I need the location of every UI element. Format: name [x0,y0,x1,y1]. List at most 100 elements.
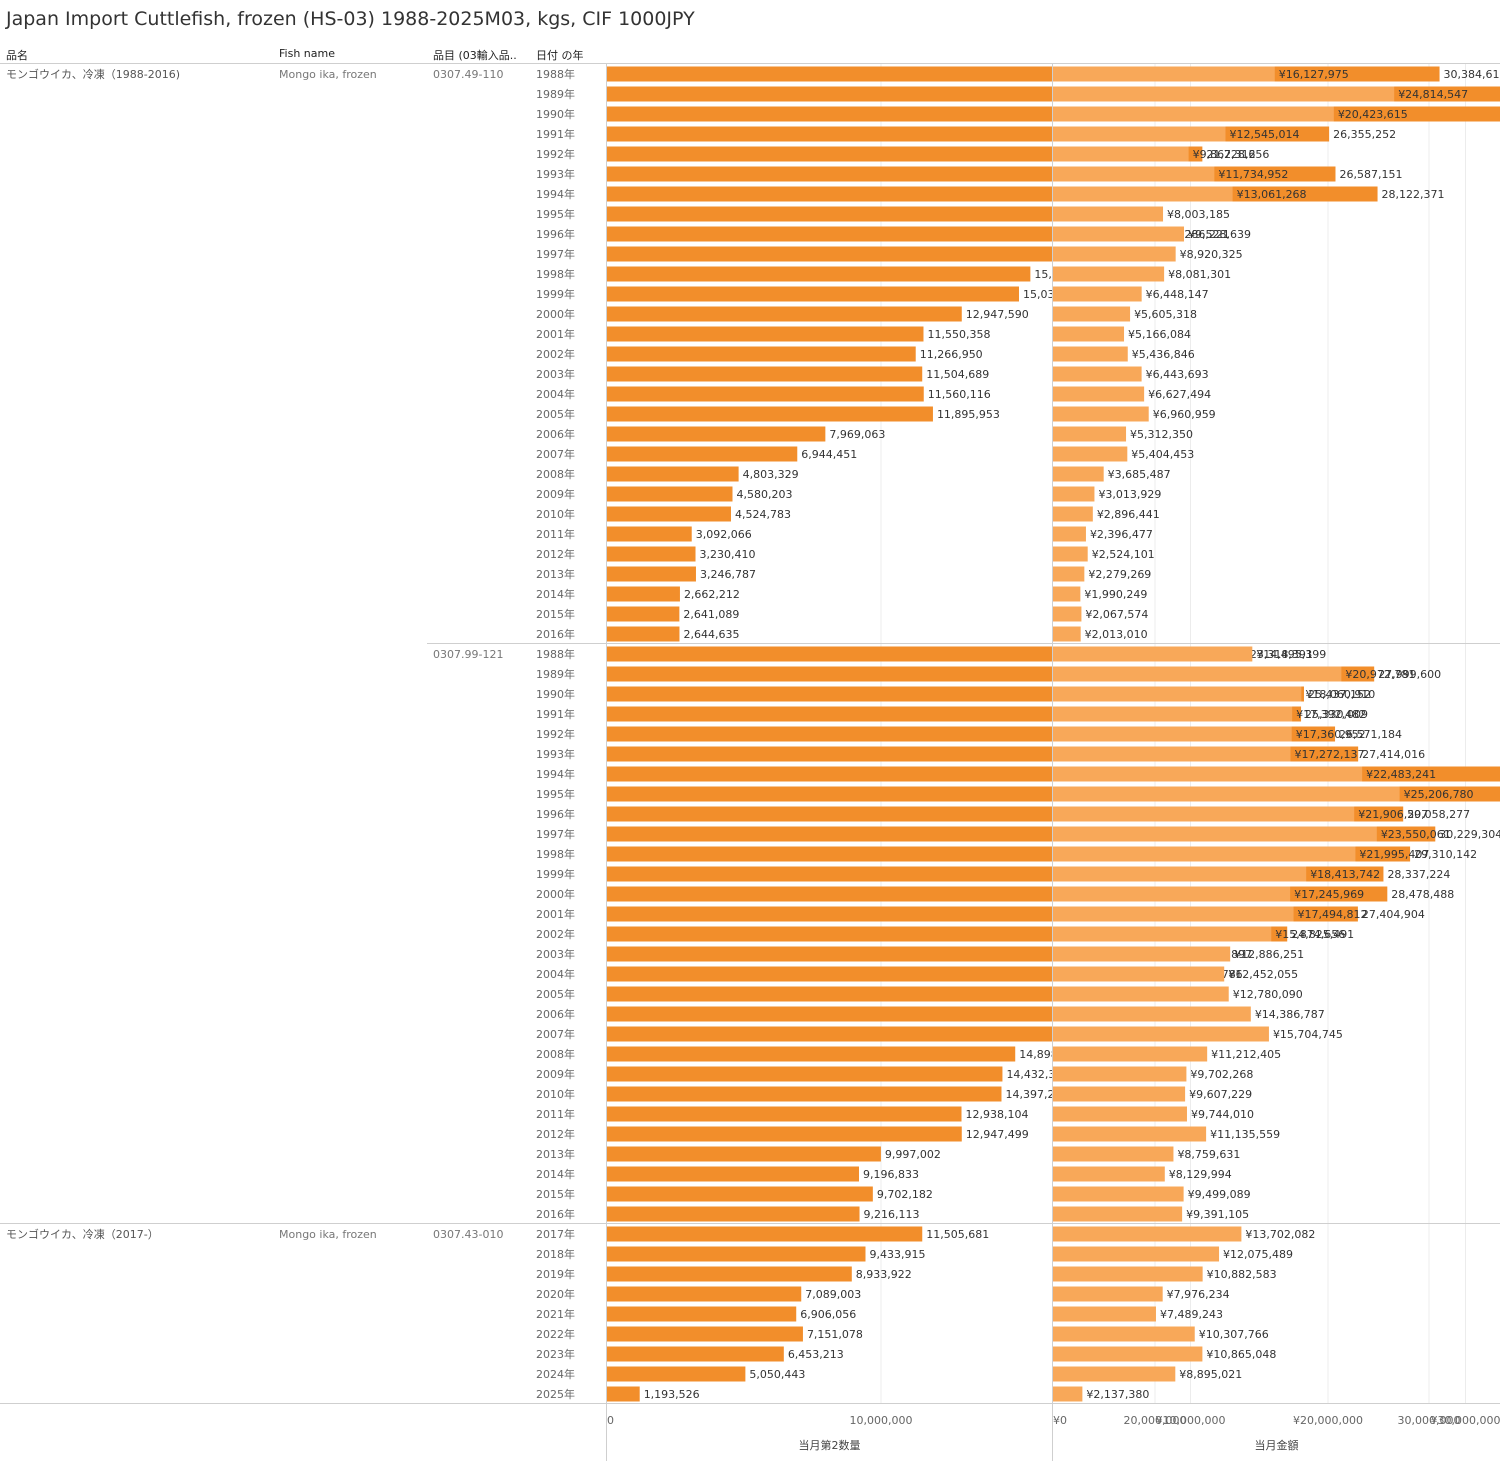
bar-label-val: ¥17,245,969 [1294,888,1364,901]
bar-val [1053,946,1231,962]
bar-val [1053,306,1131,322]
bar-qty [607,946,1186,962]
year-label: 2000年 [536,307,575,321]
bar-label-qty: 3,092,066 [696,528,752,541]
group-item-code: 0307.43-010 [433,1228,503,1241]
bar-qty [607,586,680,602]
bar-label-val: ¥21,995,407 [1359,848,1429,861]
year-label: 2020年 [536,1287,575,1301]
year-label: 2002年 [536,927,575,941]
bar-label-val: ¥21,906,507 [1358,808,1428,821]
bar-label-val: ¥5,166,084 [1128,328,1191,341]
bar-label-qty: 27,414,016 [1362,748,1425,761]
bar-label-val: ¥7,976,234 [1167,1288,1230,1301]
year-label: 2022年 [536,1327,575,1341]
bar-val [1053,506,1093,522]
bar-val [1053,466,1104,482]
year-label: 2006年 [536,427,575,441]
year-label: 2001年 [536,907,575,921]
bar-qty [607,1166,859,1182]
bar-label-val: ¥23,550,061 [1381,828,1451,841]
year-label: 2025年 [536,1387,575,1401]
bar-label-qty: 23,318,391 [1250,648,1313,661]
bar-qty [607,1186,873,1202]
bar-label-val: ¥2,279,269 [1088,568,1151,581]
bar-label-val: ¥20,972,781 [1345,668,1415,681]
bar-qty [607,526,692,542]
group-fish-name: Mongo ika, frozen [279,1228,377,1241]
bar-label-qty: 11,266,950 [920,348,983,361]
bar-label-val: ¥9,528,639 [1188,228,1251,241]
bar-label-val: ¥9,702,268 [1190,1068,1253,1081]
bar-val [1053,1366,1176,1382]
bar-val [1053,1266,1203,1282]
bar-label-val: ¥7,489,243 [1160,1308,1223,1321]
bar-label-val: ¥24,814,547 [1398,88,1468,101]
bar-val [1053,146,1189,162]
bar-val [1053,526,1086,542]
bar-label-qty: 9,702,182 [877,1188,933,1201]
header-name-jp: 品名 [6,49,28,62]
bar-label-qty: 9,997,002 [885,1148,941,1161]
year-label: 1988年 [536,647,575,661]
bar-label-val: ¥11,734,952 [1218,168,1288,181]
bar-val [1053,666,1342,682]
bar-qty [607,446,798,462]
year-label: 2016年 [536,1207,575,1221]
year-label: 1998年 [536,267,575,281]
year-label: 2013年 [536,1147,575,1161]
bar-val [1053,686,1302,702]
group-item-code: 0307.99-121 [433,648,503,661]
bar-qty [607,1246,866,1262]
year-label: 2014年 [536,587,575,601]
year-label: 2004年 [536,387,575,401]
bar-val [1053,866,1307,882]
year-label: 2013年 [536,567,575,581]
year-label: 2000年 [536,887,575,901]
bar-label-val: ¥10,307,766 [1199,1328,1269,1341]
bar-label-qty: 30,229,304 [1439,828,1500,841]
year-label: 2011年 [536,527,575,541]
bar-label-val: ¥12,886,251 [1234,948,1304,961]
bar-label-qty: 12,947,590 [966,308,1029,321]
bar-qty [607,1006,1159,1022]
bar-qty [607,226,1163,242]
year-label: 1996年 [536,227,575,241]
axis-tick-label: 0 [607,1414,614,1427]
bar-label-qty: 7,089,003 [805,1288,861,1301]
year-label: 1992年 [536,727,575,741]
bar-val [1053,1026,1269,1042]
year-label: 2010年 [536,507,575,521]
bar-label-qty: 4,803,329 [743,468,799,481]
bar-val [1053,826,1377,842]
bar-label-qty: 2,641,089 [683,608,739,621]
group-item-code: 0307.49-110 [433,68,503,81]
year-label: 2005年 [536,987,575,1001]
bar-qty [607,1226,923,1242]
bar-label-qty: 9,216,113 [864,1208,920,1221]
bar-label-val: ¥20,423,615 [1338,108,1408,121]
year-label: 2009年 [536,487,575,501]
year-label: 1994年 [536,187,575,201]
bar-label-qty: 28,478,488 [1391,888,1454,901]
header-item-code: 品目 (03輸入品.. [433,49,517,62]
bar-label-qty: 24,825,491 [1291,928,1354,941]
bar-val [1053,1046,1208,1062]
bar-label-qty: 25,437,152 [1308,688,1371,701]
bar-label-qty: 26,355,252 [1333,128,1396,141]
bar-qty [607,1066,1003,1082]
year-label: 1991年 [536,127,575,141]
year-label: 2008年 [536,1047,575,1061]
bar-label-qty: 3,230,410 [700,548,756,561]
year-label: 2023年 [536,1347,575,1361]
year-label: 2009年 [536,1067,575,1081]
bar-qty [607,246,1067,262]
year-label: 1993年 [536,167,575,181]
year-label: 2024年 [536,1367,575,1381]
bar-label-qty: 8,933,922 [856,1268,912,1281]
bar-val [1053,626,1081,642]
bar-val [1053,286,1142,302]
year-label: 1991年 [536,707,575,721]
bar-label-val: ¥11,212,405 [1211,1048,1281,1061]
bar-val [1053,746,1291,762]
